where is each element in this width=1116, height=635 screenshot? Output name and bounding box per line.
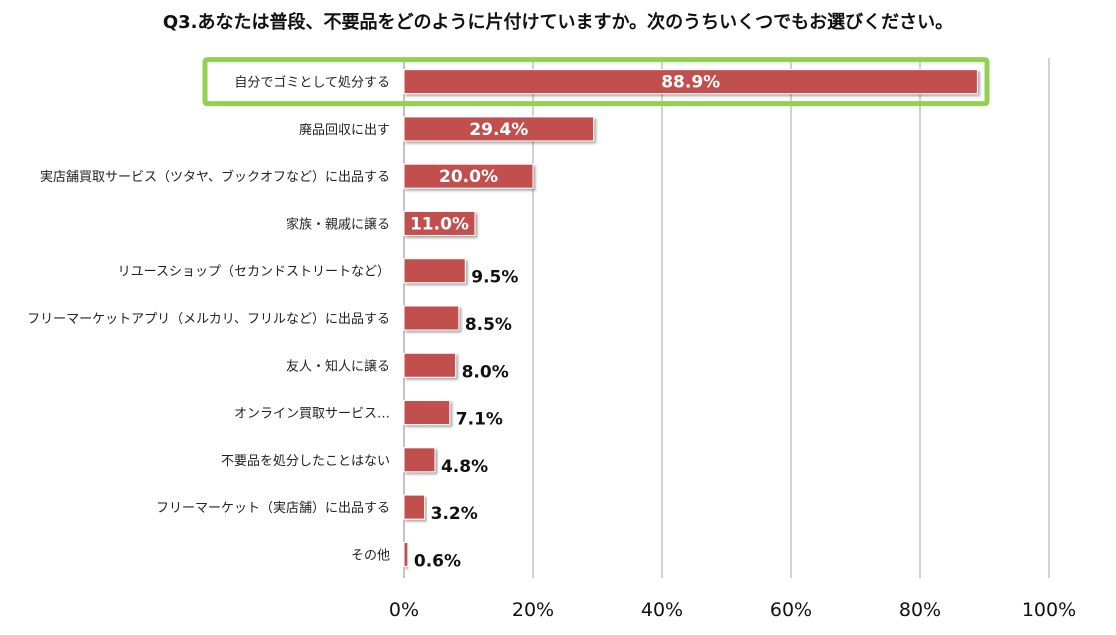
x-axis-ticks: 0% 20% 40% 60% 80% 100% — [389, 599, 1076, 621]
value-label: 8.0% — [462, 362, 509, 382]
value-label: 3.2% — [431, 504, 478, 524]
bar — [403, 447, 436, 473]
bar — [403, 210, 476, 236]
chart-title: Q3.あなたは普段、不要品をどのように片付けていますか。次のうちいくつでもお選び… — [162, 12, 954, 33]
highlight-box-layer — [202, 57, 990, 107]
value-label: 11.0% — [410, 214, 469, 234]
category-label: フリーマーケットアプリ（メルカリ、フリルなど）に出品する — [27, 312, 390, 327]
category-label: リユースショップ（セカンドストリートなど） — [118, 265, 390, 280]
category-labels: 自分でゴミとして処分する廃品回収に出す実店舗買取サービス（ツタヤ、ブックオフなど… — [27, 75, 390, 564]
bar — [403, 494, 426, 520]
x-tick-label: 0% — [389, 599, 419, 621]
bar — [403, 163, 534, 189]
category-label: その他 — [351, 548, 390, 563]
x-tick-label: 40% — [641, 599, 683, 621]
value-label: 4.8% — [441, 457, 488, 477]
category-label: 家族・親戚に譲る — [286, 216, 390, 232]
bar — [403, 116, 595, 142]
category-label: フリーマーケット（実店舗）に出品する — [156, 500, 390, 516]
bar — [403, 541, 409, 567]
value-label: 88.9% — [661, 73, 720, 93]
bar — [403, 400, 451, 426]
value-label: 0.6% — [414, 551, 461, 571]
value-label: 20.0% — [439, 167, 498, 187]
value-labels: 88.9% 29.4% 20.0% 11.0% 9.5% 8.5% 8.0% 7.1% 4.8%… — [410, 73, 720, 572]
value-label: 7.1% — [456, 410, 503, 430]
category-label: 実店舗買取サービス（ツタヤ、ブックオフなど）に出品する — [40, 169, 390, 185]
category-label: オンライン買取サービス… — [234, 407, 390, 422]
value-label: 9.5% — [471, 268, 518, 288]
x-tick-label: 100% — [1022, 599, 1076, 621]
bars — [403, 69, 978, 567]
x-tick-label: 80% — [899, 599, 941, 621]
bar — [403, 352, 457, 378]
bar — [403, 305, 460, 331]
x-tick-label: 60% — [770, 599, 812, 621]
bar — [403, 69, 978, 95]
category-label: 友人・知人に譲る — [286, 358, 390, 374]
category-label: 廃品回収に出す — [299, 122, 390, 138]
value-label: 29.4% — [469, 120, 528, 140]
x-tick-label: 20% — [512, 599, 554, 621]
highlight-box — [202, 57, 990, 107]
category-label: 自分でゴミとして処分する — [234, 75, 390, 91]
bar — [403, 258, 466, 284]
value-label: 8.5% — [465, 315, 512, 335]
category-label: 不要品を処分したことはない — [221, 454, 390, 469]
